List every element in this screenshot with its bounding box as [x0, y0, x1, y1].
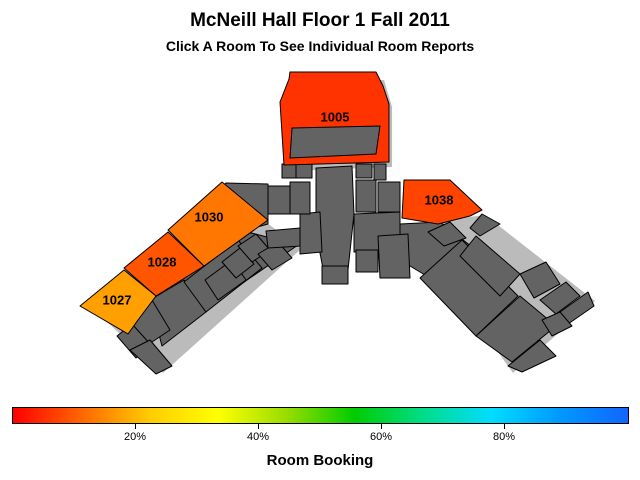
- room-right-a: [377, 233, 411, 279]
- legend-title: Room Booking: [266, 452, 374, 469]
- colorbar-tick-label: 20%: [123, 431, 147, 443]
- colorbar-tick: [135, 424, 136, 429]
- room-right-j: [541, 311, 573, 337]
- room-right-g: [519, 261, 561, 299]
- room-left-l: [267, 185, 291, 215]
- colorbar-tick-label: 40%: [246, 431, 270, 443]
- room-small-8: [355, 249, 379, 273]
- booking-colorbar: [12, 407, 629, 424]
- room-small-5: [373, 163, 387, 181]
- colorbar-tick: [258, 424, 259, 429]
- colorbar-tick: [381, 424, 382, 429]
- booked-rooms: [79, 71, 483, 335]
- room-1027[interactable]: [79, 269, 157, 335]
- room-small-3: [289, 181, 311, 215]
- room-core-south: [321, 265, 349, 285]
- floor-plan-map: 1005 1030 1028 1027 1038: [79, 71, 595, 375]
- room-right-d: [469, 213, 501, 237]
- room-1028[interactable]: [123, 231, 205, 297]
- colorbar-tick-label: 80%: [492, 431, 516, 443]
- central-core: [281, 163, 401, 285]
- room-core: [315, 165, 355, 275]
- room-left-k: [265, 227, 303, 249]
- room-small-6: [355, 179, 377, 213]
- room-small-2: [295, 163, 313, 179]
- room-left-d: [129, 339, 173, 375]
- room-right-h: [539, 281, 581, 315]
- right-wing: [377, 213, 595, 373]
- room-small-7: [377, 181, 401, 213]
- room-right-k: [427, 221, 467, 247]
- room-small-1: [281, 163, 297, 179]
- colorbar-tick-label: 60%: [369, 431, 393, 443]
- room-right-f: [507, 339, 557, 373]
- room-1038[interactable]: [401, 179, 483, 225]
- colorbar-tick: [504, 424, 505, 429]
- map-title: McNeill Hall Floor 1 Fall 2011: [190, 10, 450, 31]
- room-small-4: [355, 163, 373, 179]
- map-subtitle: Click A Room To See Individual Room Repo…: [165, 38, 475, 54]
- room-right-c: [459, 235, 521, 297]
- room-right-b: [419, 239, 519, 337]
- room-1005-inner: [289, 125, 381, 159]
- room-core-west: [299, 211, 323, 255]
